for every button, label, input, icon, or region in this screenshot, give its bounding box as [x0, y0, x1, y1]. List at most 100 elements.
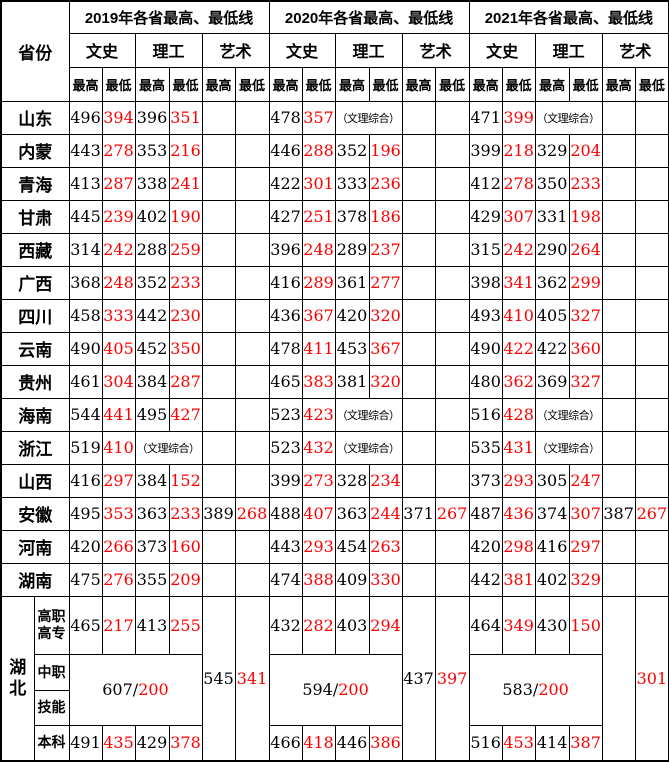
province-label: 海南 [0, 397, 70, 432]
score-cell: 244 [368, 496, 403, 531]
score-cell: 263 [368, 529, 403, 564]
score-cell: 350 [168, 331, 203, 366]
empty-cell [434, 232, 470, 267]
empty-cell [634, 199, 669, 234]
score-cell: 362 [501, 364, 536, 399]
score-cell: 217 [101, 595, 136, 655]
score-cell: 333 [101, 298, 136, 333]
empty-cell [234, 562, 270, 597]
score-cell: 371 [401, 496, 436, 531]
score-cell: 374 [534, 496, 570, 531]
empty-cell [234, 529, 270, 564]
score-cell: 204 [568, 133, 603, 168]
score-cell: 363 [134, 496, 170, 531]
score-cell: 402 [134, 199, 170, 234]
score-cell: 429 [134, 724, 170, 762]
province-label: 湖北 [0, 595, 35, 762]
empty-cell [234, 265, 270, 300]
empty-cell [401, 100, 436, 135]
score-cell: 277 [368, 265, 403, 300]
empty-cell [601, 100, 636, 135]
score-cell: 267 [434, 496, 470, 531]
score-cell: 239 [101, 199, 136, 234]
empty-cell [201, 331, 236, 366]
province-label: 浙江 [0, 430, 70, 465]
score-cell: 152 [168, 463, 203, 498]
hubei-sublabel: 技能 [33, 689, 70, 726]
empty-cell [401, 298, 436, 333]
merged-score-cell: 607/200 [68, 653, 203, 726]
score-cell: 523 [268, 397, 303, 432]
score-cell: 289 [334, 232, 370, 267]
score-cell: 361 [334, 265, 370, 300]
score-cell: 496 [68, 100, 103, 135]
subheader-max: 最高 [134, 66, 170, 102]
score-cell: 399 [468, 133, 503, 168]
province-row: 四川 458 333 442 230 436 367 420 320 493 410 405 327 [0, 298, 669, 333]
score-cell: 442 [468, 562, 503, 597]
score-cell: 251 [301, 199, 336, 234]
province-label: 青海 [0, 166, 70, 201]
empty-cell [634, 265, 669, 300]
score-cell: 405 [534, 298, 570, 333]
score-cell: 297 [101, 463, 136, 498]
empty-cell [401, 232, 436, 267]
score-cell: 247 [568, 463, 603, 498]
score-cell: 389 [201, 496, 236, 531]
empty-cell [201, 430, 236, 465]
score-cell: 248 [101, 265, 136, 300]
score-cell: 209 [168, 562, 203, 597]
province-label: 内蒙 [0, 133, 70, 168]
province-column-header: 省份 [0, 0, 70, 102]
score-cell: 353 [101, 496, 136, 531]
empty-cell [634, 397, 669, 432]
score-cell: 441 [101, 397, 136, 432]
score-cell: 355 [134, 562, 170, 597]
score-cell: 264 [568, 232, 603, 267]
score-cell: 388 [301, 562, 336, 597]
score-cell: 386 [368, 724, 403, 762]
score-cell: 150 [568, 595, 603, 655]
score-cell: 474 [268, 562, 303, 597]
subheader-min: 最低 [234, 66, 270, 102]
province-label: 山东 [0, 100, 70, 135]
score-cell: 287 [101, 166, 136, 201]
empty-cell [434, 298, 470, 333]
subheader-min: 最低 [501, 66, 536, 102]
min-score: 200 [538, 680, 569, 699]
year-header-2019: 2019年各省最高、最低线 [68, 0, 270, 34]
empty-cell [401, 463, 436, 498]
score-cell: 414 [534, 724, 570, 762]
score-cell: 218 [501, 133, 536, 168]
year-header-2021: 2021年各省最高、最低线 [468, 0, 669, 34]
category-header-ligong: 理工 [134, 32, 203, 68]
subheader-min: 最低 [301, 66, 336, 102]
score-cell: 523 [268, 430, 303, 465]
subheader-max: 最高 [68, 66, 103, 102]
province-label: 云南 [0, 331, 70, 366]
hubei-subrow: 技能 [1, 689, 669, 726]
category-header-wenshi: 文史 [468, 32, 536, 68]
empty-cell [401, 331, 436, 366]
score-cell: 384 [134, 463, 170, 498]
score-cell: 383 [301, 364, 336, 399]
score-cell: 241 [168, 166, 203, 201]
score-cell: 429 [468, 199, 503, 234]
subheader-max: 最高 [268, 66, 303, 102]
empty-cell [634, 100, 669, 135]
province-row: 河南 420 266 373 160 443 293 454 263 420 298 416 297 [0, 529, 669, 564]
score-cell: 418 [301, 724, 336, 762]
score-cell: 287 [168, 364, 203, 399]
empty-cell [601, 397, 636, 432]
empty-cell [234, 166, 270, 201]
score-cell: 410 [501, 298, 536, 333]
empty-cell [601, 562, 636, 597]
empty-cell [234, 364, 270, 399]
empty-cell [434, 199, 470, 234]
max-score: 594/ [302, 680, 339, 699]
score-cell: 307 [568, 496, 603, 531]
score-cell: 478 [268, 331, 303, 366]
empty-cell [401, 430, 436, 465]
empty-cell [601, 463, 636, 498]
